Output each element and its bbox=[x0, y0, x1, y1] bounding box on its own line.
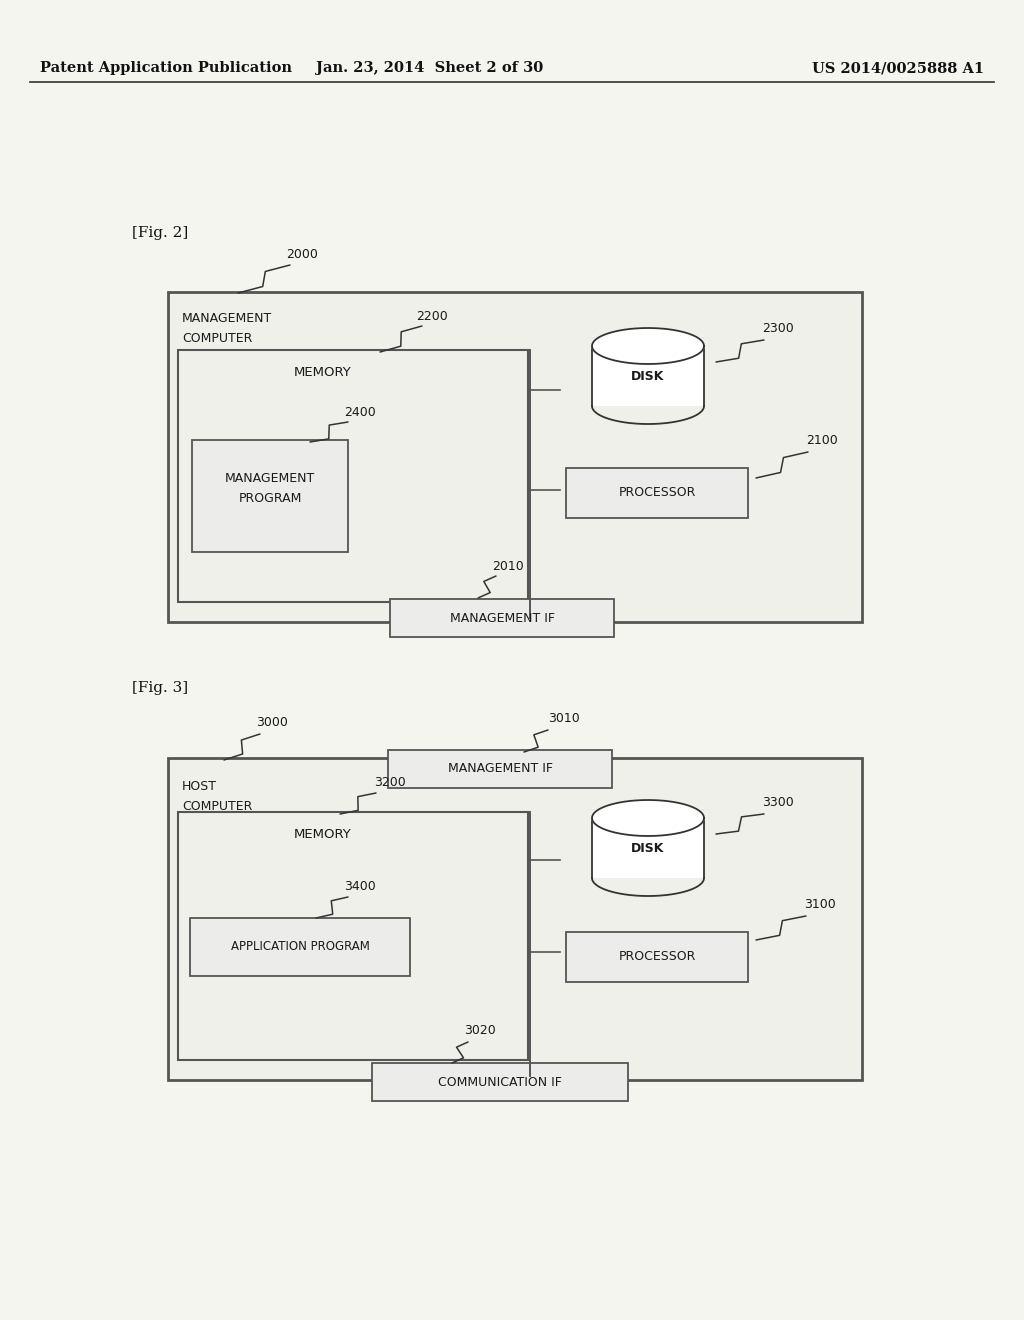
Text: 3200: 3200 bbox=[374, 776, 406, 788]
Bar bbox=[168, 758, 862, 1080]
Text: COMPUTER: COMPUTER bbox=[182, 331, 252, 345]
Text: MEMORY: MEMORY bbox=[294, 366, 352, 379]
Text: 3300: 3300 bbox=[762, 796, 794, 808]
Text: US 2014/0025888 A1: US 2014/0025888 A1 bbox=[812, 61, 984, 75]
Bar bbox=[178, 812, 528, 1060]
Bar bbox=[178, 350, 528, 602]
Text: 2200: 2200 bbox=[416, 309, 447, 322]
Text: PROGRAM: PROGRAM bbox=[239, 491, 302, 504]
Text: APPLICATION PROGRAM: APPLICATION PROGRAM bbox=[230, 940, 370, 953]
Text: COMPUTER: COMPUTER bbox=[182, 800, 252, 813]
Text: 3020: 3020 bbox=[464, 1023, 496, 1036]
Text: 3000: 3000 bbox=[256, 715, 288, 729]
Bar bbox=[566, 469, 748, 517]
Bar bbox=[566, 932, 748, 982]
Text: 2000: 2000 bbox=[286, 248, 317, 261]
Text: MEMORY: MEMORY bbox=[294, 828, 352, 841]
Text: [Fig. 2]: [Fig. 2] bbox=[132, 226, 188, 240]
Polygon shape bbox=[592, 800, 705, 836]
Text: Patent Application Publication: Patent Application Publication bbox=[40, 61, 292, 75]
Text: 2010: 2010 bbox=[493, 560, 524, 573]
Text: 3010: 3010 bbox=[548, 711, 580, 725]
Text: MANAGEMENT: MANAGEMENT bbox=[225, 471, 315, 484]
Text: 2400: 2400 bbox=[344, 405, 376, 418]
Bar bbox=[168, 292, 862, 622]
Text: COMMUNICATION IF: COMMUNICATION IF bbox=[438, 1076, 562, 1089]
Bar bbox=[592, 818, 705, 878]
Text: MANAGEMENT IF: MANAGEMENT IF bbox=[450, 611, 555, 624]
Text: Jan. 23, 2014  Sheet 2 of 30: Jan. 23, 2014 Sheet 2 of 30 bbox=[316, 61, 544, 75]
Text: [Fig. 3]: [Fig. 3] bbox=[132, 681, 188, 696]
Bar bbox=[390, 599, 614, 638]
Text: 2100: 2100 bbox=[806, 433, 838, 446]
Text: DISK: DISK bbox=[632, 370, 665, 383]
Text: PROCESSOR: PROCESSOR bbox=[618, 487, 695, 499]
Bar bbox=[190, 917, 410, 975]
Bar bbox=[592, 346, 705, 407]
Text: PROCESSOR: PROCESSOR bbox=[618, 950, 695, 964]
Text: MANAGEMENT IF: MANAGEMENT IF bbox=[447, 763, 553, 776]
Text: 3100: 3100 bbox=[804, 898, 836, 911]
Text: 3400: 3400 bbox=[344, 879, 376, 892]
Bar bbox=[193, 440, 348, 552]
Text: MANAGEMENT: MANAGEMENT bbox=[182, 312, 272, 325]
Polygon shape bbox=[592, 327, 705, 364]
Text: 2300: 2300 bbox=[762, 322, 794, 334]
Bar bbox=[388, 750, 612, 788]
Bar bbox=[372, 1063, 628, 1101]
Text: HOST: HOST bbox=[182, 780, 217, 792]
Text: DISK: DISK bbox=[632, 842, 665, 854]
